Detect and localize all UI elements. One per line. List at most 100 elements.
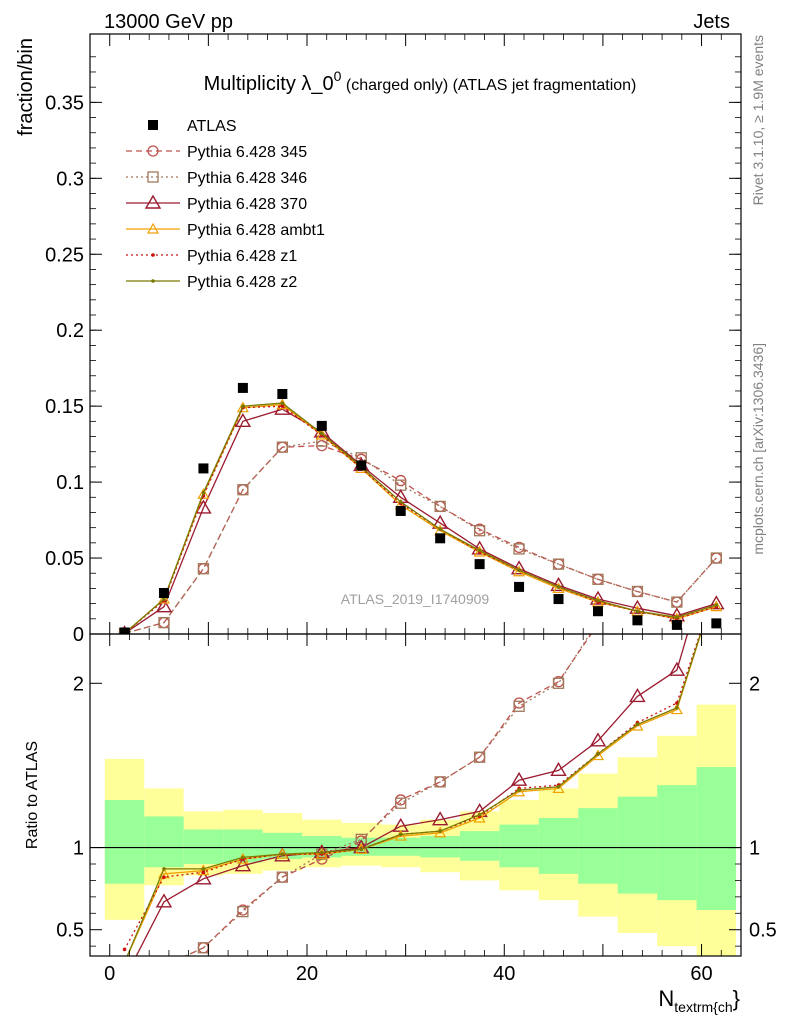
data-point-ratio-2-3 — [234, 857, 252, 872]
main-ytick-label-5: 0.25 — [45, 244, 84, 266]
band-green-10 — [499, 824, 539, 868]
series-main-0 — [119, 382, 722, 634]
legend-label-6: Pythia 6.428 z2 — [187, 274, 297, 291]
data-point-main-6-9 — [477, 548, 482, 553]
main-title: Multiplicity λ_00 (charged only) (ATLAS … — [204, 68, 637, 95]
main-ytick-label-6: 0.3 — [56, 168, 84, 190]
legend-marker-5 — [151, 253, 155, 257]
data-point-ratio-5-2 — [201, 867, 206, 871]
main-ytick-label-7: 0.35 — [45, 92, 84, 114]
data-point-ratio-4-2 — [201, 870, 206, 875]
side-label-mcplots: mcplots.cern.ch [arXiv:1306.3436] — [750, 343, 766, 555]
data-point-main-0-5 — [316, 420, 327, 431]
data-point-main-2-14 — [671, 596, 683, 608]
data-point-main-5-4 — [280, 404, 285, 408]
legend-label-5: Pythia 6.428 z1 — [187, 248, 297, 265]
data-point-main-0-12 — [592, 606, 603, 617]
data-point-ratio-3-12 — [591, 749, 604, 761]
legend-label-0: ATLAS — [187, 118, 237, 135]
data-point-main-0-7 — [395, 505, 406, 516]
ratio-xtick-label-3: 60 — [690, 963, 712, 985]
data-point-ratio-4-0 — [122, 947, 127, 952]
data-point-main-6-11 — [556, 585, 561, 589]
data-point-main-6-12 — [596, 598, 600, 603]
data-point-ratio-1-3 — [237, 905, 249, 918]
main-ytick-label-4: 0.2 — [56, 320, 84, 342]
series-line-main-3 — [124, 408, 717, 634]
data-point-ratio-4-1 — [162, 875, 166, 879]
data-point-main-4-2 — [197, 488, 210, 499]
ratio-xlabel-subscript: textrm{ch — [674, 999, 732, 1015]
data-point-main-6-7 — [398, 500, 403, 504]
data-point-ratio-2-14 — [668, 661, 686, 676]
data-point-main-2-11 — [552, 558, 565, 570]
legend-entry-4: Pythia 6.428 ambt1 — [126, 222, 325, 239]
data-point-main-6-5 — [319, 431, 324, 436]
header-right-label: Jets — [693, 11, 730, 33]
data-point-ratio-2-11 — [550, 761, 567, 777]
data-point-main-6-3 — [241, 404, 245, 408]
main-title-text: Multiplicity λ_0 — [204, 73, 334, 95]
data-point-ratio-3-9 — [473, 811, 486, 823]
data-point-ratio-2-8 — [431, 811, 449, 826]
data-point-ratio-5-12 — [596, 752, 600, 756]
data-point-main-0-1 — [158, 587, 169, 598]
ratio-xlabel-end: } — [733, 986, 740, 1011]
series-line-ratio-2 — [135, 634, 689, 956]
data-point-main-4-5 — [315, 428, 328, 440]
data-point-main-4-4 — [276, 398, 289, 410]
data-point-main-2-10 — [513, 543, 525, 555]
ratio-xtick-label-0: 0 — [104, 963, 115, 985]
band-green-11 — [538, 818, 579, 874]
series-main-1 — [118, 439, 722, 634]
data-point-main-0-10 — [514, 581, 525, 592]
data-point-ratio-2-6 — [353, 839, 370, 854]
data-point-main-0-9 — [474, 559, 485, 570]
series-ratio-5 — [126, 634, 702, 956]
data-point-main-0-13 — [632, 615, 643, 626]
data-point-main-6-14 — [675, 615, 679, 620]
data-point-ratio-5-13 — [635, 722, 640, 727]
data-point-main-2-3 — [237, 484, 249, 496]
data-point-main-0-11 — [553, 594, 564, 605]
data-point-ratio-5-14 — [675, 706, 679, 710]
data-point-ratio-1-10 — [513, 700, 525, 712]
data-point-main-6-8 — [438, 527, 442, 531]
data-point-ratio-2-10 — [510, 771, 528, 786]
data-point-ratio-1-9 — [473, 751, 486, 763]
series-line-main-6 — [124, 402, 717, 634]
data-point-ratio-5-7 — [398, 832, 403, 837]
data-point-ratio-5-9 — [477, 812, 482, 817]
data-point-main-3-10 — [510, 560, 528, 575]
ratio-xlabel-main: N — [658, 986, 674, 1011]
ratio-ytick-label-right-0: 0.5 — [749, 920, 777, 942]
series-line-ratio-1 — [183, 634, 591, 956]
band-green-1 — [144, 816, 184, 868]
data-point-main-6-13 — [635, 609, 640, 614]
data-point-main-2-4 — [276, 441, 288, 453]
ratio-xlabel: Ntextrm{ch} — [658, 986, 740, 1015]
data-point-main-4-1 — [157, 592, 170, 604]
data-point-ratio-3-8 — [434, 826, 447, 838]
band-green-14 — [657, 785, 697, 901]
legend-label-3: Pythia 6.428 370 — [187, 196, 307, 213]
data-point-main-3-12 — [589, 590, 607, 605]
band-green-0 — [104, 799, 145, 884]
legend-entry-6: Pythia 6.428 z2 — [126, 274, 297, 291]
series-main-6 — [122, 401, 719, 634]
band-green-7 — [380, 837, 421, 856]
main-ytick-label-0: 0 — [73, 624, 84, 646]
data-point-ratio-3-2 — [197, 864, 210, 876]
data-point-ratio-1-7 — [395, 797, 407, 809]
ratio-frame — [89, 633, 742, 957]
legend-label-4: Pythia 6.428 ambt1 — [187, 222, 325, 239]
band-green-12 — [578, 808, 618, 884]
ratio-ytick-label-right-2: 2 — [749, 673, 760, 695]
data-point-main-2-15 — [710, 552, 722, 564]
data-point-ratio-2-2 — [195, 870, 212, 885]
series-line-main-5 — [124, 405, 717, 634]
data-point-main-3-3 — [234, 412, 252, 428]
legend-marker-0 — [148, 120, 158, 130]
data-point-main-6-4 — [280, 401, 285, 405]
data-point-ratio-5-3 — [241, 855, 245, 860]
